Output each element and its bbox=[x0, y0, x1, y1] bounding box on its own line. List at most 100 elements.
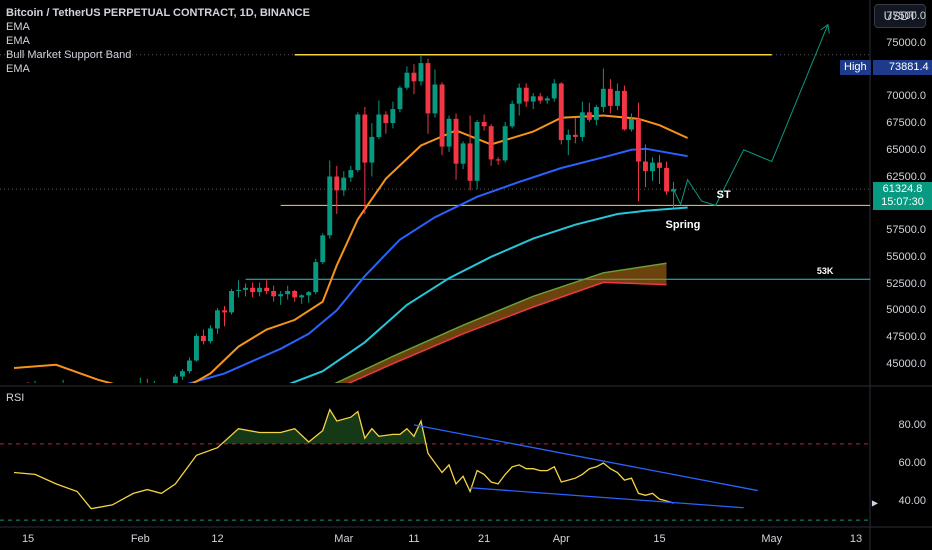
candle-body bbox=[264, 287, 270, 291]
candle-body bbox=[54, 386, 59, 392]
indicator-ema-3[interactable]: EMA bbox=[6, 63, 30, 75]
candle-body bbox=[551, 83, 557, 99]
candle-body bbox=[593, 107, 599, 120]
candle-body bbox=[236, 289, 241, 291]
support-band-fill bbox=[336, 263, 667, 383]
candle-body bbox=[523, 87, 529, 102]
rsi-pane[interactable] bbox=[13, 408, 758, 510]
symbol-title[interactable]: Bitcoin / TetherUS PERPETUAL CONTRACT, 1… bbox=[6, 7, 310, 19]
rsi-pane-label[interactable]: RSI bbox=[6, 392, 25, 404]
candle-body bbox=[418, 63, 424, 82]
candle-body bbox=[383, 114, 389, 124]
candle-body bbox=[502, 126, 508, 161]
price-tick-label: 75000.0 bbox=[886, 36, 926, 49]
candle-body bbox=[355, 114, 361, 171]
time-tick-label: 15 bbox=[653, 533, 666, 545]
candle-body bbox=[222, 310, 227, 313]
rsi-tick-label: 80.00 bbox=[898, 418, 926, 431]
candle-body bbox=[516, 87, 522, 104]
price-tick-label: 57500.0 bbox=[886, 224, 926, 236]
candle-body bbox=[460, 143, 466, 164]
candle-body bbox=[657, 162, 662, 168]
candle-body bbox=[495, 159, 501, 161]
candle-body bbox=[643, 161, 648, 172]
support-band-lower bbox=[347, 281, 667, 383]
candle-body bbox=[348, 170, 354, 178]
currency-button[interactable]: USDT bbox=[874, 4, 926, 28]
rsi-upper-trendline bbox=[413, 424, 758, 492]
candle-body bbox=[558, 83, 564, 141]
candle-body bbox=[124, 416, 129, 419]
candle-body bbox=[432, 84, 438, 114]
candle-body bbox=[334, 176, 340, 191]
candle-body bbox=[446, 118, 452, 147]
candle-body bbox=[187, 360, 192, 372]
price-tick-label: 50000.0 bbox=[886, 304, 926, 317]
candle-body bbox=[530, 96, 536, 102]
time-tick-label: 11 bbox=[408, 533, 420, 545]
candle-body bbox=[278, 294, 284, 297]
candle-body bbox=[131, 409, 136, 417]
projection-arrowhead bbox=[820, 23, 830, 34]
candle-body bbox=[376, 114, 382, 137]
candle-body bbox=[96, 417, 101, 419]
candle-body bbox=[586, 112, 592, 120]
candle-body bbox=[650, 162, 655, 172]
candle-body bbox=[33, 384, 38, 389]
candle-body bbox=[138, 383, 143, 409]
candle-body bbox=[75, 394, 80, 398]
indicator-ema-2[interactable]: EMA bbox=[6, 35, 30, 47]
candle-body bbox=[117, 419, 122, 422]
candle-body bbox=[306, 292, 312, 296]
candle-body bbox=[166, 387, 171, 389]
candle-body bbox=[481, 122, 487, 127]
candle-body bbox=[26, 387, 31, 389]
candle-body bbox=[215, 310, 220, 329]
price-tick-label: 47500.0 bbox=[886, 330, 926, 343]
st-annotation: ST bbox=[716, 189, 731, 202]
candle-body bbox=[47, 391, 52, 393]
candle-body bbox=[250, 287, 255, 293]
candle-body bbox=[320, 235, 326, 263]
candle-countdown: 15:07:30 bbox=[881, 196, 924, 209]
candle-body bbox=[82, 398, 87, 403]
candle-body bbox=[341, 177, 347, 191]
last-price-tag: 61324.8 15:07:30 bbox=[873, 182, 932, 211]
candle-body bbox=[145, 383, 150, 387]
time-tick-label: 12 bbox=[211, 533, 224, 545]
candle-body bbox=[600, 88, 606, 107]
spring-annotation: Spring bbox=[665, 219, 701, 232]
candle-body bbox=[194, 335, 199, 361]
price-axis[interactable]: 45000.0 47500.0 50000.0 52500.0 55000.0 57500… bbox=[870, 0, 932, 550]
price-pane[interactable] bbox=[13, 23, 830, 433]
rsi-tick-label: 40.00 bbox=[898, 495, 926, 508]
time-tick-label: May bbox=[761, 533, 783, 545]
candle-body bbox=[369, 136, 375, 163]
candle-body bbox=[243, 287, 248, 290]
candle-body bbox=[453, 118, 459, 164]
candle-body bbox=[89, 403, 94, 419]
time-tick-label: 15 bbox=[21, 533, 35, 545]
candle-body bbox=[110, 418, 115, 422]
price-tick-label: 55000.0 bbox=[886, 250, 926, 263]
price-tick-label: 67500.0 bbox=[886, 117, 926, 130]
candle-body bbox=[579, 112, 585, 137]
candle-body bbox=[664, 168, 669, 192]
candle-body bbox=[299, 295, 305, 298]
rsi-overbought-fill bbox=[14, 409, 674, 444]
candle-body bbox=[257, 287, 262, 293]
candle-body bbox=[285, 291, 291, 295]
price-tick-label: 45000.0 bbox=[886, 357, 926, 370]
ema-cyan-line bbox=[289, 206, 688, 383]
indicator-bull-market-support-band[interactable]: Bull Market Support Band bbox=[6, 49, 132, 61]
candle-body bbox=[565, 134, 571, 141]
candle-body bbox=[509, 103, 515, 127]
time-tick-label: Mar bbox=[334, 533, 354, 545]
candle-body bbox=[467, 143, 473, 181]
scroll-right-icon[interactable]: ▶ bbox=[871, 498, 878, 508]
indicator-ema-1[interactable]: EMA bbox=[6, 21, 30, 33]
rsi-tick-label: 60.00 bbox=[898, 456, 926, 469]
candle-body bbox=[180, 371, 185, 377]
candle-body bbox=[474, 122, 480, 181]
